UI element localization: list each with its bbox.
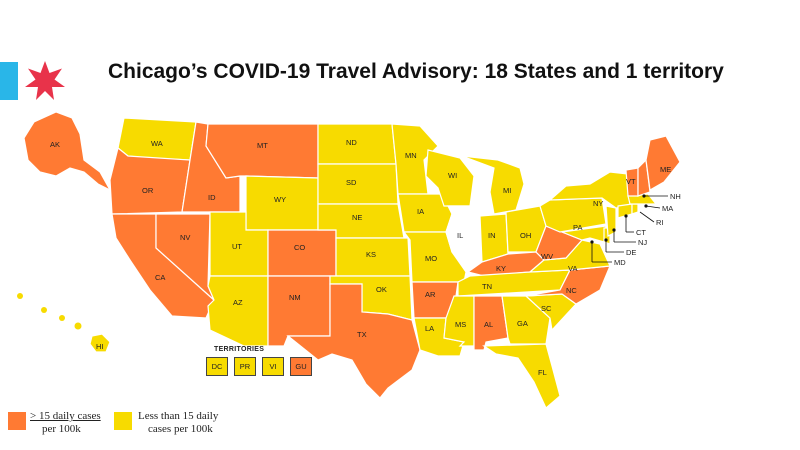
callout-MD-dot <box>590 240 594 244</box>
label-WI: WI <box>448 171 457 180</box>
label-AK: AK <box>50 140 60 149</box>
label-OH: OH <box>520 231 531 240</box>
label-KY: KY <box>496 264 506 273</box>
label-CT: CT <box>636 228 646 237</box>
label-SC: SC <box>541 304 552 313</box>
state-AZ <box>207 275 269 347</box>
label-ME: ME <box>660 165 671 174</box>
label-MO: MO <box>425 254 437 263</box>
legend-high-line1: > 15 daily cases <box>30 410 101 422</box>
state-FL <box>482 343 561 409</box>
callout-CT-dot <box>624 214 628 218</box>
label-MT: MT <box>257 141 268 150</box>
state-RI <box>631 203 639 215</box>
callout-NJ-dot <box>612 228 616 232</box>
territory-VI: VI <box>262 357 284 376</box>
state-HI-island <box>59 315 65 321</box>
label-VA: VA <box>568 264 577 273</box>
label-AR: AR <box>425 290 436 299</box>
label-RI: RI <box>656 218 664 227</box>
label-DE: DE <box>626 248 636 257</box>
label-VT: VT <box>626 177 636 186</box>
territory-PR: PR <box>234 357 256 376</box>
callout-DE-dot <box>604 238 608 242</box>
state-HI-big <box>89 333 111 353</box>
label-WV: WV <box>541 252 553 261</box>
label-HI: HI <box>96 342 104 351</box>
label-WA: WA <box>151 139 163 148</box>
state-HI-island <box>74 322 82 330</box>
label-NE: NE <box>352 213 362 222</box>
label-MI: MI <box>503 186 511 195</box>
callout-MA-dot <box>644 204 648 208</box>
label-CA: CA <box>155 273 165 282</box>
legend-low-label: Less than 15 daily cases per 100k <box>138 410 218 436</box>
label-LA: LA <box>425 324 434 333</box>
state-HI-island <box>17 293 23 299</box>
state-SD <box>317 163 399 205</box>
label-SD: SD <box>346 178 357 187</box>
label-NV: NV <box>180 233 190 242</box>
state-ME <box>645 135 681 191</box>
state-TX <box>286 283 421 399</box>
accent-bar <box>0 62 18 100</box>
callout-MA-line <box>645 205 661 209</box>
label-GA: GA <box>517 319 528 328</box>
label-IL: IL <box>457 231 463 240</box>
legend-high-line2: per 100k <box>42 423 81 435</box>
territory-GU: GU <box>290 357 312 376</box>
label-KS: KS <box>366 250 376 259</box>
state-CO <box>267 229 337 277</box>
label-IA: IA <box>417 207 424 216</box>
territory-DC: DC <box>206 357 228 376</box>
label-NC: NC <box>566 286 577 295</box>
legend-low-line2: cases per 100k <box>148 423 213 435</box>
legend-high-label: > 15 daily cases per 100k <box>30 410 101 436</box>
label-NH: NH <box>670 192 681 201</box>
label-CO: CO <box>294 243 305 252</box>
label-MD: MD <box>614 258 626 267</box>
legend-low-swatch <box>114 412 132 430</box>
state-MD <box>559 225 607 243</box>
label-ID: ID <box>208 193 216 202</box>
territories-title: TERRITORIES <box>214 346 265 353</box>
chicago-star-icon <box>25 61 65 100</box>
legend-high-swatch <box>8 412 26 430</box>
label-NY: NY <box>593 199 603 208</box>
label-MA: MA <box>662 204 673 213</box>
state-ND <box>317 123 397 165</box>
label-TN: TN <box>482 282 492 291</box>
label-NM: NM <box>289 293 301 302</box>
legend-low-line1: Less than 15 daily <box>138 410 219 422</box>
label-IN: IN <box>488 231 496 240</box>
label-AZ: AZ <box>233 298 243 307</box>
label-MS: MS <box>455 320 466 329</box>
state-AK <box>23 111 112 192</box>
label-AL: AL <box>484 320 493 329</box>
label-TX: TX <box>357 330 367 339</box>
state-MN <box>391 123 439 195</box>
callout-RI-line <box>639 211 655 223</box>
label-ND: ND <box>346 138 357 147</box>
label-FL: FL <box>538 368 547 377</box>
callout-NH-dot <box>642 194 646 198</box>
page-title: Chicago’s COVID-19 Travel Advisory: 18 S… <box>108 60 724 83</box>
label-NJ: NJ <box>638 238 647 247</box>
state-HI-island <box>41 307 47 313</box>
label-WY: WY <box>274 195 286 204</box>
label-MN: MN <box>405 151 417 160</box>
state-MT <box>205 123 319 179</box>
label-PA: PA <box>573 223 582 232</box>
label-OR: OR <box>142 186 154 195</box>
label-OK: OK <box>376 285 387 294</box>
label-UT: UT <box>232 242 242 251</box>
